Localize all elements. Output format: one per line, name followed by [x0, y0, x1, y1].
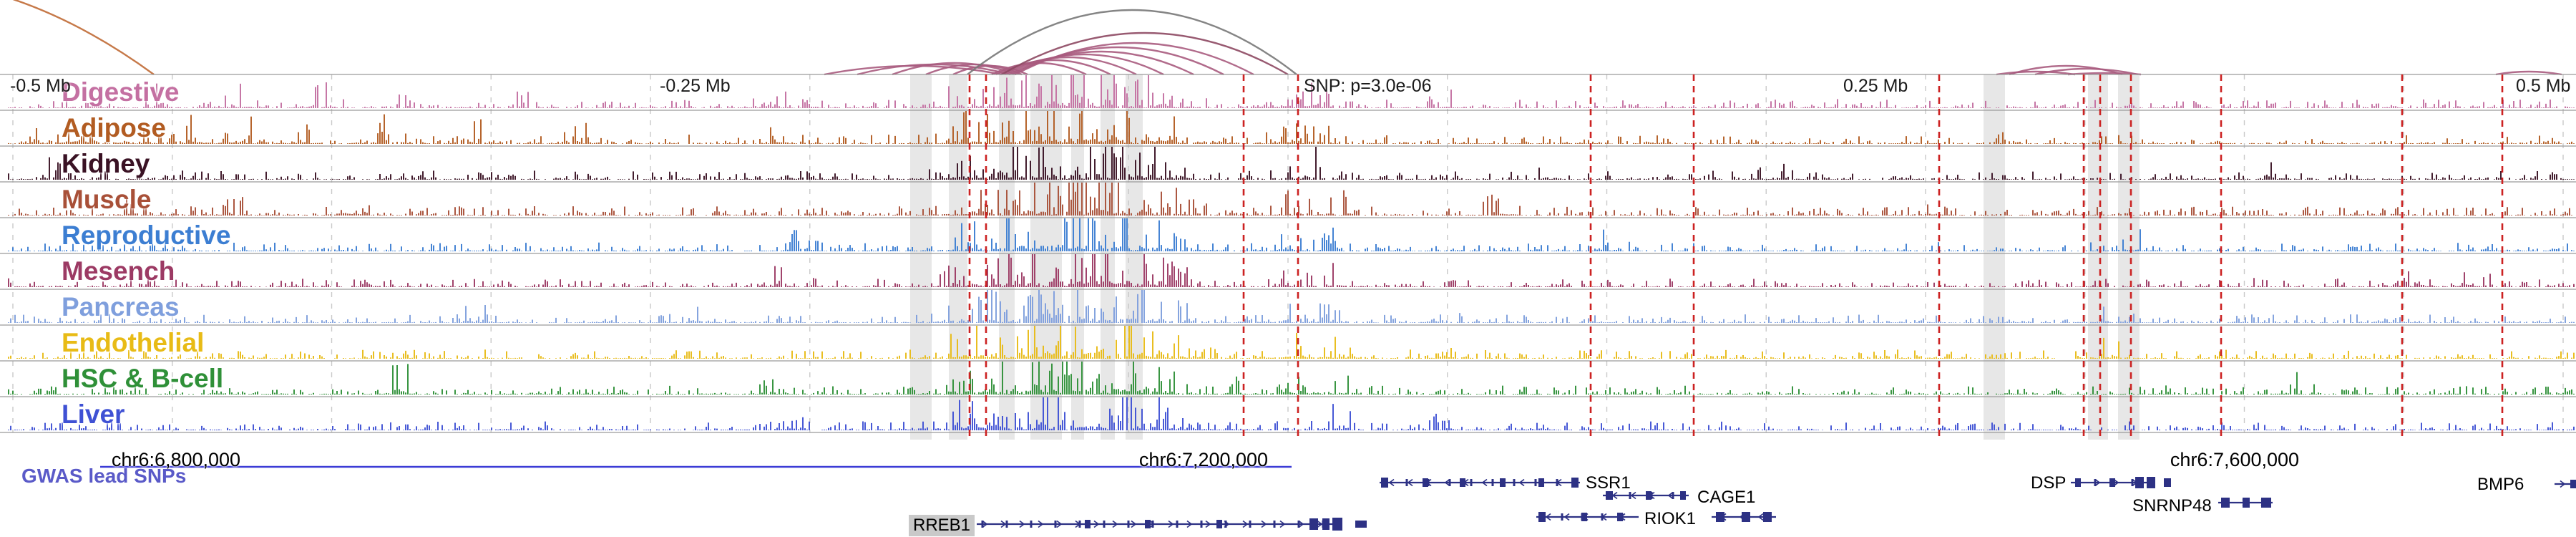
gene-label-bmp6[interactable]: BMP6 — [2477, 475, 2524, 494]
gene-label-riok1[interactable]: RIOK1 — [1644, 509, 1697, 528]
track-label-adipose[interactable]: Adipose — [62, 113, 166, 142]
track-label-pancreas[interactable]: Pancreas — [62, 292, 180, 321]
track-label-muscle[interactable]: Muscle — [62, 185, 152, 214]
scale-label-minus-0-5mb: -0.5 Mb — [10, 76, 71, 96]
gene-label-ssr1[interactable]: SSR1 — [1586, 473, 1631, 493]
scale-label-minus-0-25mb: -0.25 Mb — [660, 76, 731, 96]
track-label-hsc-b-cell[interactable]: HSC & B-cell — [62, 364, 224, 393]
track-label-mesench[interactable]: Mesench — [62, 256, 175, 286]
track-label-liver[interactable]: Liver — [62, 400, 125, 429]
signal-tracks-layer — [8, 75, 2575, 430]
track-label-kidney[interactable]: Kidney — [62, 149, 150, 178]
row-separators-layer — [0, 74, 2576, 433]
gene-label-snrnp48[interactable]: SNRNP48 — [2132, 496, 2212, 516]
gwas-lead-snps-label[interactable]: GWAS lead SNPs — [21, 465, 187, 487]
gene-label-rreb1[interactable]: RREB1 — [909, 515, 975, 537]
scale-label-0-25mb: 0.25 Mb — [1843, 76, 1908, 96]
gene-label-dsp[interactable]: DSP — [2031, 473, 2067, 493]
track-label-digestive[interactable]: Digestive — [62, 77, 180, 107]
track-label-reproductive[interactable]: Reproductive — [62, 221, 231, 250]
coord-label-6800000: chr6:6,800,000 — [111, 449, 241, 470]
snp-lines-layer — [968, 74, 2504, 440]
snp-pvalue-label: SNP: p=3.0e-06 — [1304, 76, 1432, 96]
genes-layer — [977, 477, 2576, 531]
coord-label-7600000: chr6:7,600,000 — [2170, 449, 2300, 470]
scale-label-0-5mb: 0.5 Mb — [2516, 76, 2571, 96]
track-label-endothelial[interactable]: Endothelial — [62, 328, 205, 357]
interaction-arcs-layer — [12, 0, 2562, 76]
coord-label-7200000: chr6:7,200,000 — [1138, 449, 1269, 470]
gene-label-cage1[interactable]: CAGE1 — [1697, 488, 1756, 507]
